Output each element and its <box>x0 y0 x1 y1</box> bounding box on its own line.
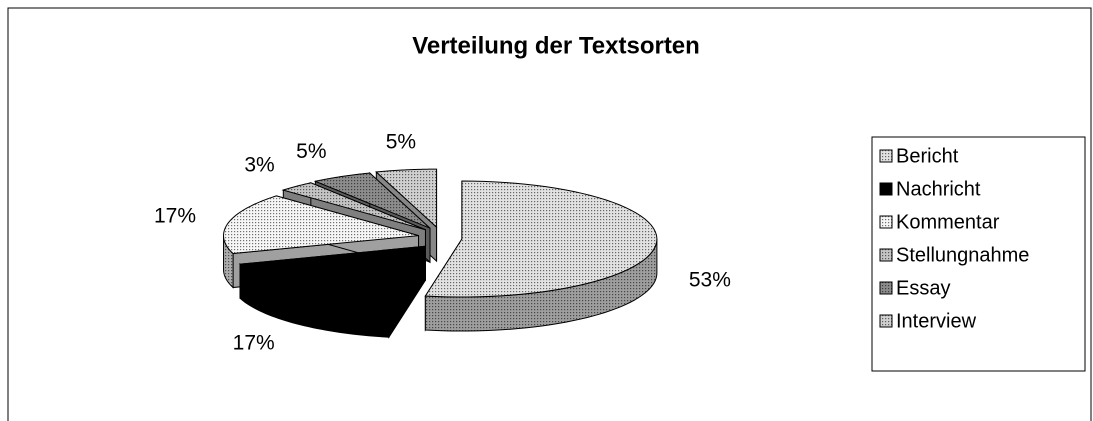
data-label: 3% <box>244 154 274 177</box>
legend-label: Kommentar <box>896 211 1000 233</box>
slice-side-texture <box>425 239 657 332</box>
slice-texture <box>223 195 419 254</box>
chart-title: Verteilung der Textsorten <box>412 32 700 59</box>
chart-frame <box>7 7 1092 421</box>
data-label: 17% <box>154 205 196 228</box>
slice-texture <box>283 182 426 230</box>
legend-swatch-texture <box>880 282 892 294</box>
slice-group <box>238 244 427 339</box>
slice-group <box>424 180 658 332</box>
legend-swatch-texture <box>880 216 892 228</box>
legend-label: Nachricht <box>896 178 981 200</box>
slice-side-texture <box>223 235 234 288</box>
slice-texture <box>315 173 431 229</box>
data-label: 53% <box>689 269 731 292</box>
slice-texture <box>376 169 437 228</box>
pie-slice <box>238 245 427 304</box>
legend-label: Interview <box>896 310 977 332</box>
legend-swatch-texture <box>880 315 892 327</box>
data-label: 5% <box>296 140 326 163</box>
legend-swatch <box>879 182 893 196</box>
legend-swatch-texture <box>880 150 892 162</box>
slice-texture <box>425 181 657 298</box>
slice-side-shade <box>239 264 389 338</box>
legend-label: Stellungnahme <box>896 244 1029 266</box>
data-label: 5% <box>386 131 416 154</box>
legend-box <box>871 136 1086 372</box>
legend-label: Bericht <box>896 145 959 167</box>
legend-swatch-texture <box>880 249 892 261</box>
legend-label: Essay <box>896 277 950 299</box>
data-label: 17% <box>233 332 275 355</box>
